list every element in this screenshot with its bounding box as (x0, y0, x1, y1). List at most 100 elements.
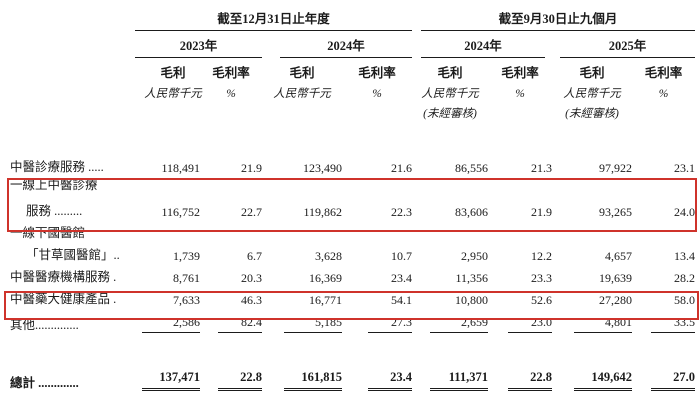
value-cell: 8,761 (173, 270, 200, 285)
value-cell: 3,628 (315, 248, 342, 263)
value-cell: 2,659 (412, 311, 488, 337)
currency-unit-label: 人民幣千元 (273, 88, 331, 101)
value-cell: 27,280 (599, 292, 632, 307)
value-cell: 23.1 (674, 160, 695, 175)
header-body-gap (8, 123, 700, 155)
margin-header: 毛利率 (644, 66, 683, 81)
gross-profit-header: 毛利 (579, 66, 605, 81)
value-cell: 7,633 (173, 292, 200, 307)
value-cell: 12.2 (531, 248, 552, 263)
margin-header: 毛利率 (501, 66, 539, 81)
value-cell: 123,490 (303, 160, 342, 175)
value-cell: 10.7 (391, 248, 412, 263)
year-header-2023: 2023年 (135, 31, 262, 58)
value-cell: 19,639 (599, 270, 632, 285)
value-cell: 4,801 (552, 311, 632, 337)
table-row-others: 其他.............. 2,586 82.4 5,185 27.3 2… (8, 311, 700, 337)
value-cell: 24.0 (674, 204, 695, 219)
total-value-cell: 22.8 (488, 363, 552, 395)
gross-profit-header: 毛利 (437, 66, 463, 81)
value-cell: 23.3 (531, 270, 552, 285)
value-cell: 2,950 (461, 248, 488, 263)
gross-profit-header: 毛利 (160, 66, 186, 81)
value-cell: 10,800 (455, 292, 488, 307)
unaudited-header-row: (未經審核) (未經審核) (8, 103, 700, 123)
currency-unit-label: 人民幣千元 (144, 88, 202, 101)
unaudited-label: (未經審核) (423, 108, 477, 121)
row-label-continued: 服務 ......... (26, 204, 83, 219)
table-row-online-tcm-line1: 一線上中醫診療 (8, 178, 700, 197)
value-cell: 86,556 (455, 160, 488, 175)
year-header-2024-9m: 2024年 (421, 31, 545, 58)
row-label-continued: 「甘草國醫館」.. (26, 248, 120, 263)
year-header-2024-annual: 2024年 (280, 31, 412, 58)
value-cell: 118,491 (161, 160, 200, 175)
row-label: 一線上中醫診療 (10, 178, 98, 193)
measure-header-row: 毛利 毛利率 毛利 毛利率 毛利 毛利率 毛利 毛利率 (8, 58, 700, 83)
table-row-health-products: 中醫藥大健康產品 . 7,633 46.3 16,771 54.1 10,800… (8, 289, 700, 311)
value-cell: 27.3 (342, 311, 412, 337)
total-gap (8, 337, 700, 363)
value-cell: 11,356 (455, 270, 488, 285)
value-cell: 33.5 (632, 311, 695, 337)
value-cell: 119,862 (303, 204, 342, 219)
row-label: 其他.............. (10, 318, 79, 333)
value-cell: 22.7 (241, 204, 262, 219)
table-row-online-tcm-line2: 服務 ......... 116,752 22.7 119,862 22.3 8… (8, 197, 700, 223)
total-value-cell: 27.0 (632, 363, 695, 395)
percent-unit-label: % (658, 88, 669, 101)
table-row-offline-clinics-line2: 「甘草國醫館」.. 1,739 6.7 3,628 10.7 2,950 12.… (8, 245, 700, 267)
value-cell: 16,771 (309, 292, 342, 307)
total-value-cell: 23.4 (342, 363, 412, 395)
value-cell: 21.9 (241, 160, 262, 175)
value-cell: 1,739 (173, 248, 200, 263)
year-header-row: 2023年 2024年 2024年 2025年 (8, 31, 700, 58)
value-cell: 21.3 (531, 160, 552, 175)
period-header-row: 截至12月31日止年度 截至9月30日止九個月 (8, 10, 700, 31)
value-cell: 21.9 (531, 204, 552, 219)
table-row-institution-services: 中醫醫療機構服務 . 8,761 20.3 16,369 23.4 11,356… (8, 267, 700, 289)
currency-unit-label: 人民幣千元 (563, 88, 621, 101)
value-cell: 23.4 (391, 270, 412, 285)
row-label: 中醫醫療機構服務 . (10, 270, 117, 285)
value-cell: 52.6 (531, 292, 552, 307)
value-cell: 46.3 (241, 292, 262, 307)
value-cell: 116,752 (161, 204, 200, 219)
value-cell: 22.3 (391, 204, 412, 219)
value-cell: 21.6 (391, 160, 412, 175)
percent-unit-label: % (226, 88, 236, 101)
nine-month-period-header: 截至9月30日止九個月 (421, 10, 695, 31)
percent-unit-label: % (372, 88, 382, 101)
table-row-offline-clinics-line1: 一線下國醫館 (8, 223, 700, 245)
row-label: 中醫藥大健康產品 . (10, 292, 117, 307)
value-cell: 97,922 (599, 160, 632, 175)
annual-period-header: 截至12月31日止年度 (135, 10, 412, 31)
value-cell: 54.1 (391, 292, 412, 307)
value-cell: 58.0 (674, 292, 695, 307)
value-cell: 23.0 (488, 311, 552, 337)
table-row-total: 總計 ............. 137,471 22.8 161,815 23… (8, 363, 700, 395)
margin-header: 毛利率 (358, 66, 396, 81)
value-cell: 83,606 (455, 204, 488, 219)
total-value-cell: 161,815 (262, 363, 342, 395)
row-label: 中醫診療服務 ..... (10, 160, 104, 175)
margin-header: 毛利率 (212, 66, 250, 81)
value-cell: 2,586 (142, 311, 200, 337)
year-header-2025-9m: 2025年 (560, 31, 695, 58)
value-cell: 93,265 (599, 204, 632, 219)
table-row-tcm-services: 中醫診療服務 ..... 118,491 21.9 123,490 21.6 8… (8, 155, 700, 179)
value-cell: 20.3 (241, 270, 262, 285)
value-cell: 5,185 (262, 311, 342, 337)
total-value-cell: 111,371 (412, 363, 488, 395)
total-value-cell: 149,642 (552, 363, 632, 395)
value-cell: 16,369 (309, 270, 342, 285)
value-cell: 13.4 (674, 248, 695, 263)
unit-header-row: 人民幣千元 % 人民幣千元 % 人民幣千元 % 人民幣千元 % (8, 83, 700, 103)
total-value-cell: 22.8 (200, 363, 262, 395)
value-cell: 82.4 (200, 311, 262, 337)
total-label: 總計 ............. (10, 376, 79, 391)
value-cell: 6.7 (247, 248, 262, 263)
gross-profit-table: 截至12月31日止年度 截至9月30日止九個月 2023年 2024年 2024… (8, 10, 700, 395)
percent-unit-label: % (515, 88, 525, 101)
